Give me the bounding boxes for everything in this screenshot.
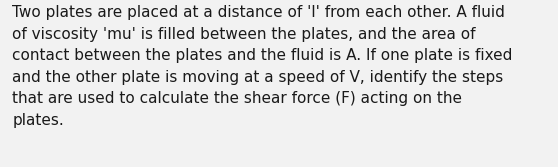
Text: Two plates are placed at a distance of 'l' from each other. A fluid
of viscosity: Two plates are placed at a distance of '… <box>12 5 513 128</box>
